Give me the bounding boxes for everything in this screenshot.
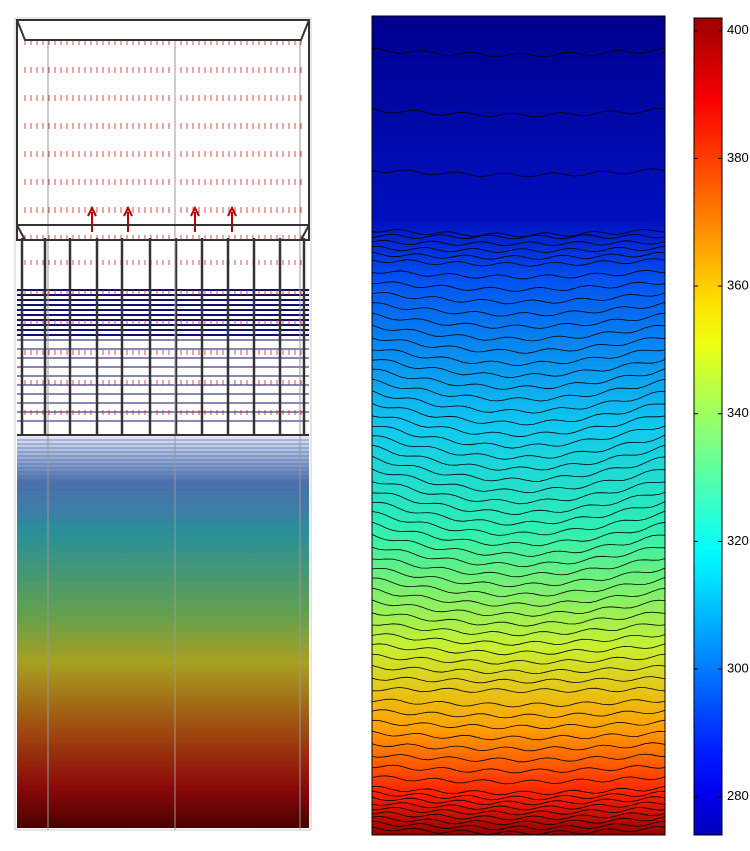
contour-line — [372, 47, 665, 58]
contour-line — [372, 258, 665, 267]
colorbar-tick-label: 360 — [727, 278, 749, 293]
contour-panel — [371, 15, 666, 836]
contour-line — [372, 719, 665, 730]
simulation-panel — [14, 17, 312, 831]
contour-line — [372, 378, 665, 402]
contour-line — [372, 698, 665, 708]
velocity-arrow — [227, 205, 237, 232]
colorbar-tick-label: 400 — [727, 22, 749, 37]
contour-line — [372, 676, 665, 684]
plot-frame — [371, 15, 666, 836]
contour-line — [372, 633, 665, 646]
temperature-shading — [17, 435, 309, 828]
flow-decor — [17, 39, 309, 830]
contour-line — [372, 730, 665, 741]
contour-line — [372, 709, 665, 719]
velocity-arrow — [123, 205, 133, 232]
contour-line — [372, 510, 665, 536]
contour-line — [372, 501, 665, 526]
contour-line — [372, 481, 665, 505]
contour-line — [372, 281, 665, 292]
contour-line — [372, 815, 665, 826]
contour-line — [372, 324, 665, 342]
contour-line — [372, 168, 665, 178]
contour-line — [372, 820, 665, 831]
velocity-arrow — [190, 205, 200, 232]
colorbar-tick-label: 320 — [727, 533, 749, 548]
contour-line — [372, 521, 665, 547]
contour-line — [372, 337, 665, 354]
contour-line — [372, 403, 665, 426]
contour-line — [372, 643, 665, 656]
contour-line — [372, 742, 665, 752]
contour-lines — [372, 47, 665, 835]
contour-line — [372, 444, 665, 471]
colorbar: 280 300 320 340 360 380 400 — [693, 17, 749, 836]
contour-line — [372, 546, 665, 568]
contour-line — [372, 775, 665, 785]
colorbar-scale — [693, 17, 723, 836]
contour-line — [372, 653, 665, 665]
contour-line — [372, 468, 665, 494]
contour-line — [372, 664, 665, 675]
contour-line — [372, 764, 665, 774]
contour-line — [372, 245, 665, 254]
contour-line — [372, 233, 665, 240]
contour-line — [372, 291, 665, 305]
colorbar-tick-label: 300 — [727, 660, 749, 675]
contour-line — [372, 358, 665, 379]
contour-line — [372, 491, 665, 515]
contour-line — [372, 806, 665, 816]
contour-line — [372, 239, 665, 247]
contour-line — [372, 623, 665, 637]
contour-line — [372, 534, 665, 557]
contour-line — [372, 390, 665, 414]
contour-line — [372, 796, 665, 806]
contour-line — [372, 425, 665, 449]
contour-line — [372, 811, 665, 821]
colorbar-tick-label: 380 — [727, 150, 749, 165]
contour-line — [372, 577, 665, 597]
contour-field — [372, 16, 665, 835]
contour-line — [372, 687, 665, 694]
contour-line — [372, 107, 665, 118]
colorbar-tick-label: 280 — [727, 788, 749, 803]
contour-line — [372, 269, 665, 280]
contour-line — [372, 801, 665, 811]
contour-line — [372, 455, 665, 482]
contour-line — [372, 587, 665, 607]
contour-line — [372, 567, 665, 588]
velocity-arrow — [87, 205, 97, 232]
contour-line — [372, 790, 665, 801]
contour-line — [372, 349, 665, 367]
contour-line — [372, 753, 665, 763]
contour-line — [372, 312, 665, 329]
contour-line — [372, 415, 665, 438]
colorbar-tick-label: 340 — [727, 405, 749, 420]
geometry-outline — [16, 19, 310, 436]
contour-line — [372, 434, 665, 460]
contour-line — [372, 785, 665, 796]
contour-line — [372, 301, 665, 317]
contour-line — [372, 599, 665, 617]
contour-line — [372, 826, 665, 835]
contour-line — [372, 228, 665, 238]
contour-line — [372, 611, 665, 627]
contour-line — [372, 251, 665, 260]
contour-line — [372, 558, 665, 578]
contour-line — [372, 368, 665, 390]
